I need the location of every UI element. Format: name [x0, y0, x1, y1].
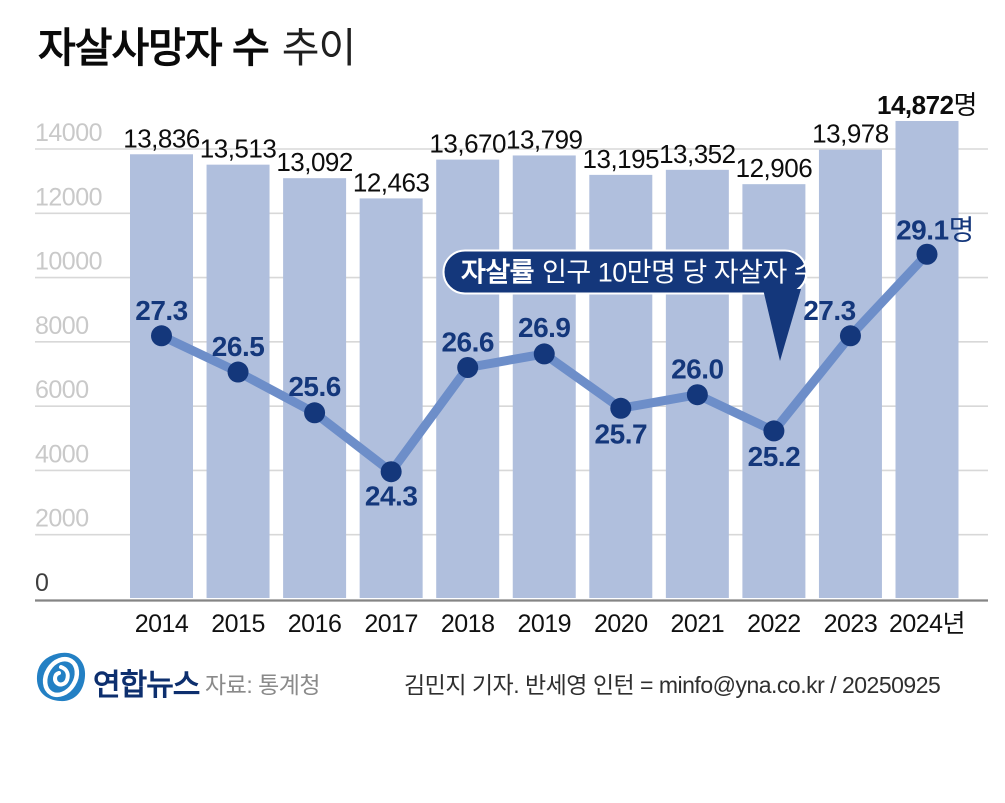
- bar-value-label-2019: 13,799: [506, 124, 583, 154]
- x-tick-label-2023: 2023: [824, 610, 878, 638]
- rate-value-label-2023: 27.3: [803, 295, 856, 326]
- rate-value-label-2021: 26.0: [671, 354, 724, 385]
- y-tick-label-14000: 14000: [35, 119, 102, 147]
- title-sub: 추이: [281, 25, 356, 71]
- rate-point-2022: [763, 420, 785, 442]
- rate-point-2019: [533, 343, 555, 365]
- title-main: 자살사망자 수: [38, 25, 270, 71]
- annotation-callout-tail: [763, 289, 801, 361]
- x-tick-label-2020: 2020: [594, 610, 648, 638]
- y-tick-label-4000: 4000: [35, 440, 89, 468]
- x-tick-label-2015: 2015: [211, 610, 265, 638]
- rate-point-2020: [610, 397, 632, 419]
- data-source: 자료: 통계청: [205, 672, 321, 698]
- rate-point-2014: [151, 325, 172, 347]
- bar-2021: [665, 169, 729, 599]
- bar-2022: [742, 184, 806, 598]
- bar-2014: [130, 154, 193, 598]
- brand-name: 연합뉴스: [93, 669, 200, 702]
- bar-2018: [436, 159, 500, 598]
- page-title: 자살사망자 수 추이: [38, 25, 356, 71]
- byline-credit: 김민지 기자. 반세영 인턴 = minfo@yna.co.kr / 20250…: [404, 672, 941, 698]
- bar-value-label-2021: 13,352: [659, 139, 736, 169]
- rate-point-2017: [380, 461, 402, 483]
- bar-value-label-2024: 14,872명: [877, 90, 977, 120]
- y-tick-label-2000: 2000: [35, 505, 89, 533]
- bar-value-label-2022: 12,906: [736, 153, 813, 183]
- x-tick-label-2024: 2024년: [889, 610, 965, 638]
- x-tick-label-2016: 2016: [288, 610, 342, 638]
- bar-value-label-2018: 13,670: [429, 129, 506, 159]
- bar-value-label-2016: 13,092: [276, 147, 353, 177]
- y-tick-label-12000: 12000: [35, 183, 102, 211]
- y-tick-label-6000: 6000: [35, 376, 89, 404]
- bar-value-label-2020: 13,195: [583, 144, 660, 174]
- rate-value-label-2016: 25.6: [288, 371, 341, 402]
- annotation-callout-text: 자살률 인구 10만명 당 자살자 수: [461, 258, 818, 288]
- bar-2016: [283, 178, 347, 598]
- rate-point-2016: [304, 402, 326, 424]
- bar-value-label-2014: 13,836: [123, 123, 200, 153]
- x-tick-label-2018: 2018: [441, 610, 495, 638]
- rate-point-2024: [916, 243, 938, 265]
- rate-value-label-2020: 25.7: [595, 418, 648, 449]
- x-tick-label-2019: 2019: [517, 610, 571, 638]
- rate-value-label-2022: 25.2: [748, 441, 801, 472]
- bar-value-label-2015: 13,513: [200, 134, 277, 164]
- rate-value-label-2017: 24.3: [365, 481, 418, 512]
- annotation-callout-box: [442, 249, 808, 295]
- rate-point-2018: [457, 357, 479, 379]
- x-tick-label-2017: 2017: [364, 610, 418, 638]
- y-tick-label-0: 0: [35, 569, 48, 597]
- bar-2023: [818, 149, 882, 598]
- x-tick-label-2021: 2021: [671, 610, 725, 638]
- y-tick-label-10000: 10000: [35, 248, 102, 276]
- rate-value-label-2015: 26.5: [212, 331, 265, 362]
- yonhap-logo-icon: [36, 652, 86, 702]
- x-tick-label-2014: 2014: [135, 610, 189, 638]
- rate-value-label-2024: 29.1명: [896, 214, 974, 245]
- bar-2020: [589, 174, 653, 598]
- y-tick-label-8000: 8000: [35, 312, 89, 340]
- rate-value-label-2019: 26.9: [518, 312, 571, 343]
- bar-2017: [359, 198, 423, 598]
- bar-2019: [512, 155, 576, 599]
- bar-2024: [895, 120, 959, 598]
- rate-value-label-2014: 27.3: [135, 295, 188, 326]
- rate-point-2021: [686, 384, 708, 406]
- x-tick-label-2022: 2022: [747, 610, 801, 638]
- rate-point-2023: [839, 325, 861, 347]
- rate-value-label-2018: 26.6: [441, 327, 494, 358]
- bar-value-label-2017: 12,463: [353, 167, 430, 197]
- rate-point-2015: [227, 361, 249, 383]
- bar-value-label-2023: 13,978: [812, 119, 889, 149]
